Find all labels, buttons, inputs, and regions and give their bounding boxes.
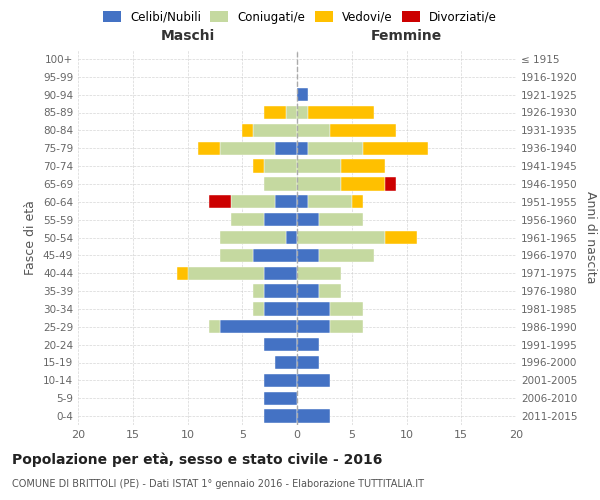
Bar	[264, 106, 286, 119]
Bar	[319, 248, 374, 262]
Bar	[286, 231, 297, 244]
Bar	[220, 320, 297, 334]
Bar	[264, 302, 297, 316]
Bar	[297, 320, 330, 334]
Bar	[264, 284, 297, 298]
Bar	[297, 266, 341, 280]
Bar	[297, 177, 341, 190]
Bar	[297, 213, 319, 226]
Bar	[308, 106, 374, 119]
Bar	[385, 177, 395, 190]
Text: Popolazione per età, sesso e stato civile - 2016: Popolazione per età, sesso e stato civil…	[12, 452, 382, 467]
Bar	[232, 195, 275, 208]
Text: Maschi: Maschi	[160, 29, 215, 43]
Bar	[308, 195, 352, 208]
Bar	[253, 124, 297, 137]
Bar	[341, 160, 385, 173]
Bar	[297, 106, 308, 119]
Bar	[220, 142, 275, 155]
Bar	[362, 142, 428, 155]
Bar	[297, 160, 341, 173]
Text: COMUNE DI BRITTOLI (PE) - Dati ISTAT 1° gennaio 2016 - Elaborazione TUTTITALIA.I: COMUNE DI BRITTOLI (PE) - Dati ISTAT 1° …	[12, 479, 424, 489]
Bar	[220, 248, 253, 262]
Bar	[242, 124, 253, 137]
Bar	[297, 338, 319, 351]
Bar	[308, 142, 362, 155]
Bar	[297, 302, 330, 316]
Bar	[209, 195, 232, 208]
Bar	[297, 142, 308, 155]
Bar	[253, 160, 264, 173]
Bar	[352, 195, 362, 208]
Bar	[330, 302, 363, 316]
Bar	[297, 124, 330, 137]
Bar	[264, 338, 297, 351]
Bar	[209, 320, 220, 334]
Bar	[330, 124, 395, 137]
Bar	[264, 177, 297, 190]
Bar	[330, 320, 363, 334]
Bar	[176, 266, 187, 280]
Legend: Celibi/Nubili, Coniugati/e, Vedovi/e, Divorziati/e: Celibi/Nubili, Coniugati/e, Vedovi/e, Di…	[98, 6, 502, 28]
Y-axis label: Fasce di età: Fasce di età	[25, 200, 37, 275]
Bar	[264, 266, 297, 280]
Bar	[199, 142, 220, 155]
Bar	[297, 88, 308, 102]
Bar	[264, 392, 297, 405]
Bar	[297, 284, 319, 298]
Bar	[264, 160, 297, 173]
Bar	[264, 374, 297, 387]
Bar	[319, 284, 341, 298]
Bar	[275, 356, 297, 369]
Bar	[286, 106, 297, 119]
Bar	[297, 374, 330, 387]
Bar	[253, 248, 297, 262]
Bar	[220, 231, 286, 244]
Bar	[187, 266, 264, 280]
Bar	[264, 213, 297, 226]
Bar	[319, 213, 362, 226]
Text: Femmine: Femmine	[371, 29, 442, 43]
Bar	[297, 356, 319, 369]
Bar	[297, 195, 308, 208]
Y-axis label: Anni di nascita: Anni di nascita	[584, 191, 597, 284]
Bar	[385, 231, 418, 244]
Bar	[341, 177, 385, 190]
Bar	[253, 302, 264, 316]
Bar	[275, 142, 297, 155]
Bar	[232, 213, 264, 226]
Bar	[253, 284, 264, 298]
Bar	[297, 231, 385, 244]
Bar	[275, 195, 297, 208]
Bar	[297, 410, 330, 423]
Bar	[297, 248, 319, 262]
Bar	[264, 410, 297, 423]
